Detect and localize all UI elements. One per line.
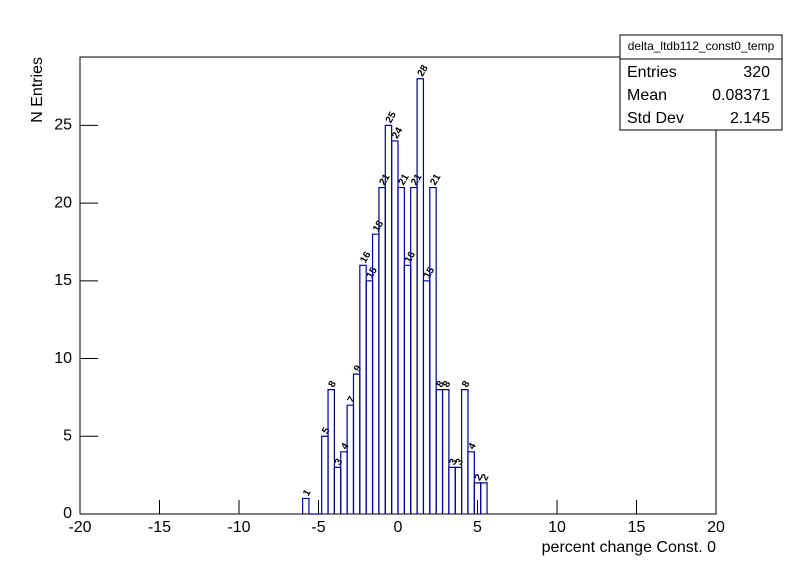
value-label: 2 (479, 472, 492, 483)
value-label: 8 (435, 379, 448, 390)
y-tick-label: 25 (54, 117, 72, 134)
y-tick-label: 5 (63, 427, 72, 444)
stats-label: Std Dev (627, 110, 684, 127)
value-label: 8 (460, 379, 473, 390)
value-label: 9 (352, 363, 365, 374)
x-tick-label: -20 (68, 519, 91, 536)
bar (302, 497, 310, 514)
bar (327, 389, 335, 514)
y-tick-label: 0 (63, 505, 72, 522)
stats-label: Entries (627, 64, 677, 81)
value-label: 28 (416, 63, 431, 79)
value-label: 8 (441, 379, 454, 390)
stats-value: 2.145 (730, 110, 770, 127)
bar (429, 186, 437, 514)
y-tick-label: 20 (54, 194, 72, 211)
stats-title: delta_ltdb112_const0_temp (628, 39, 775, 53)
value-label: 4 (339, 441, 352, 452)
value-label: 1 (301, 488, 314, 499)
value-label: 5 (320, 425, 333, 436)
stats-value: 0.08371 (712, 87, 770, 104)
x-tick-label: 15 (628, 519, 646, 536)
value-label: 3 (447, 456, 460, 467)
y-axis-title: N Entries (29, 57, 46, 123)
value-label: 21 (428, 172, 443, 188)
bar (441, 389, 450, 514)
value-label: 7 (346, 394, 359, 405)
stats-box (619, 34, 783, 131)
x-tick-label: -5 (311, 519, 325, 536)
y-tick-label: 10 (54, 350, 72, 367)
stats-label: Mean (627, 87, 667, 104)
value-label: 24 (390, 125, 405, 141)
stats-value: 320 (743, 64, 770, 81)
value-label: 21 (397, 172, 412, 188)
y-tick-label: 15 (54, 272, 72, 289)
x-tick-label: 10 (548, 519, 566, 536)
bar (480, 482, 488, 514)
value-label: 3 (333, 456, 346, 467)
x-tick-label: 20 (707, 519, 725, 536)
value-label: 8 (327, 379, 340, 390)
value-label: 25 (384, 110, 399, 126)
x-tick-label: -15 (148, 519, 171, 536)
value-label: 2 (473, 472, 486, 483)
value-label: 4 (466, 441, 479, 452)
x-axis-title: percent change Const. 0 (542, 539, 716, 556)
x-tick-label: -10 (227, 519, 250, 536)
value-label: 3 (454, 456, 467, 467)
value-label: 16 (358, 250, 373, 266)
x-tick-label: 5 (473, 519, 482, 536)
x-tick-label: 0 (394, 519, 403, 536)
